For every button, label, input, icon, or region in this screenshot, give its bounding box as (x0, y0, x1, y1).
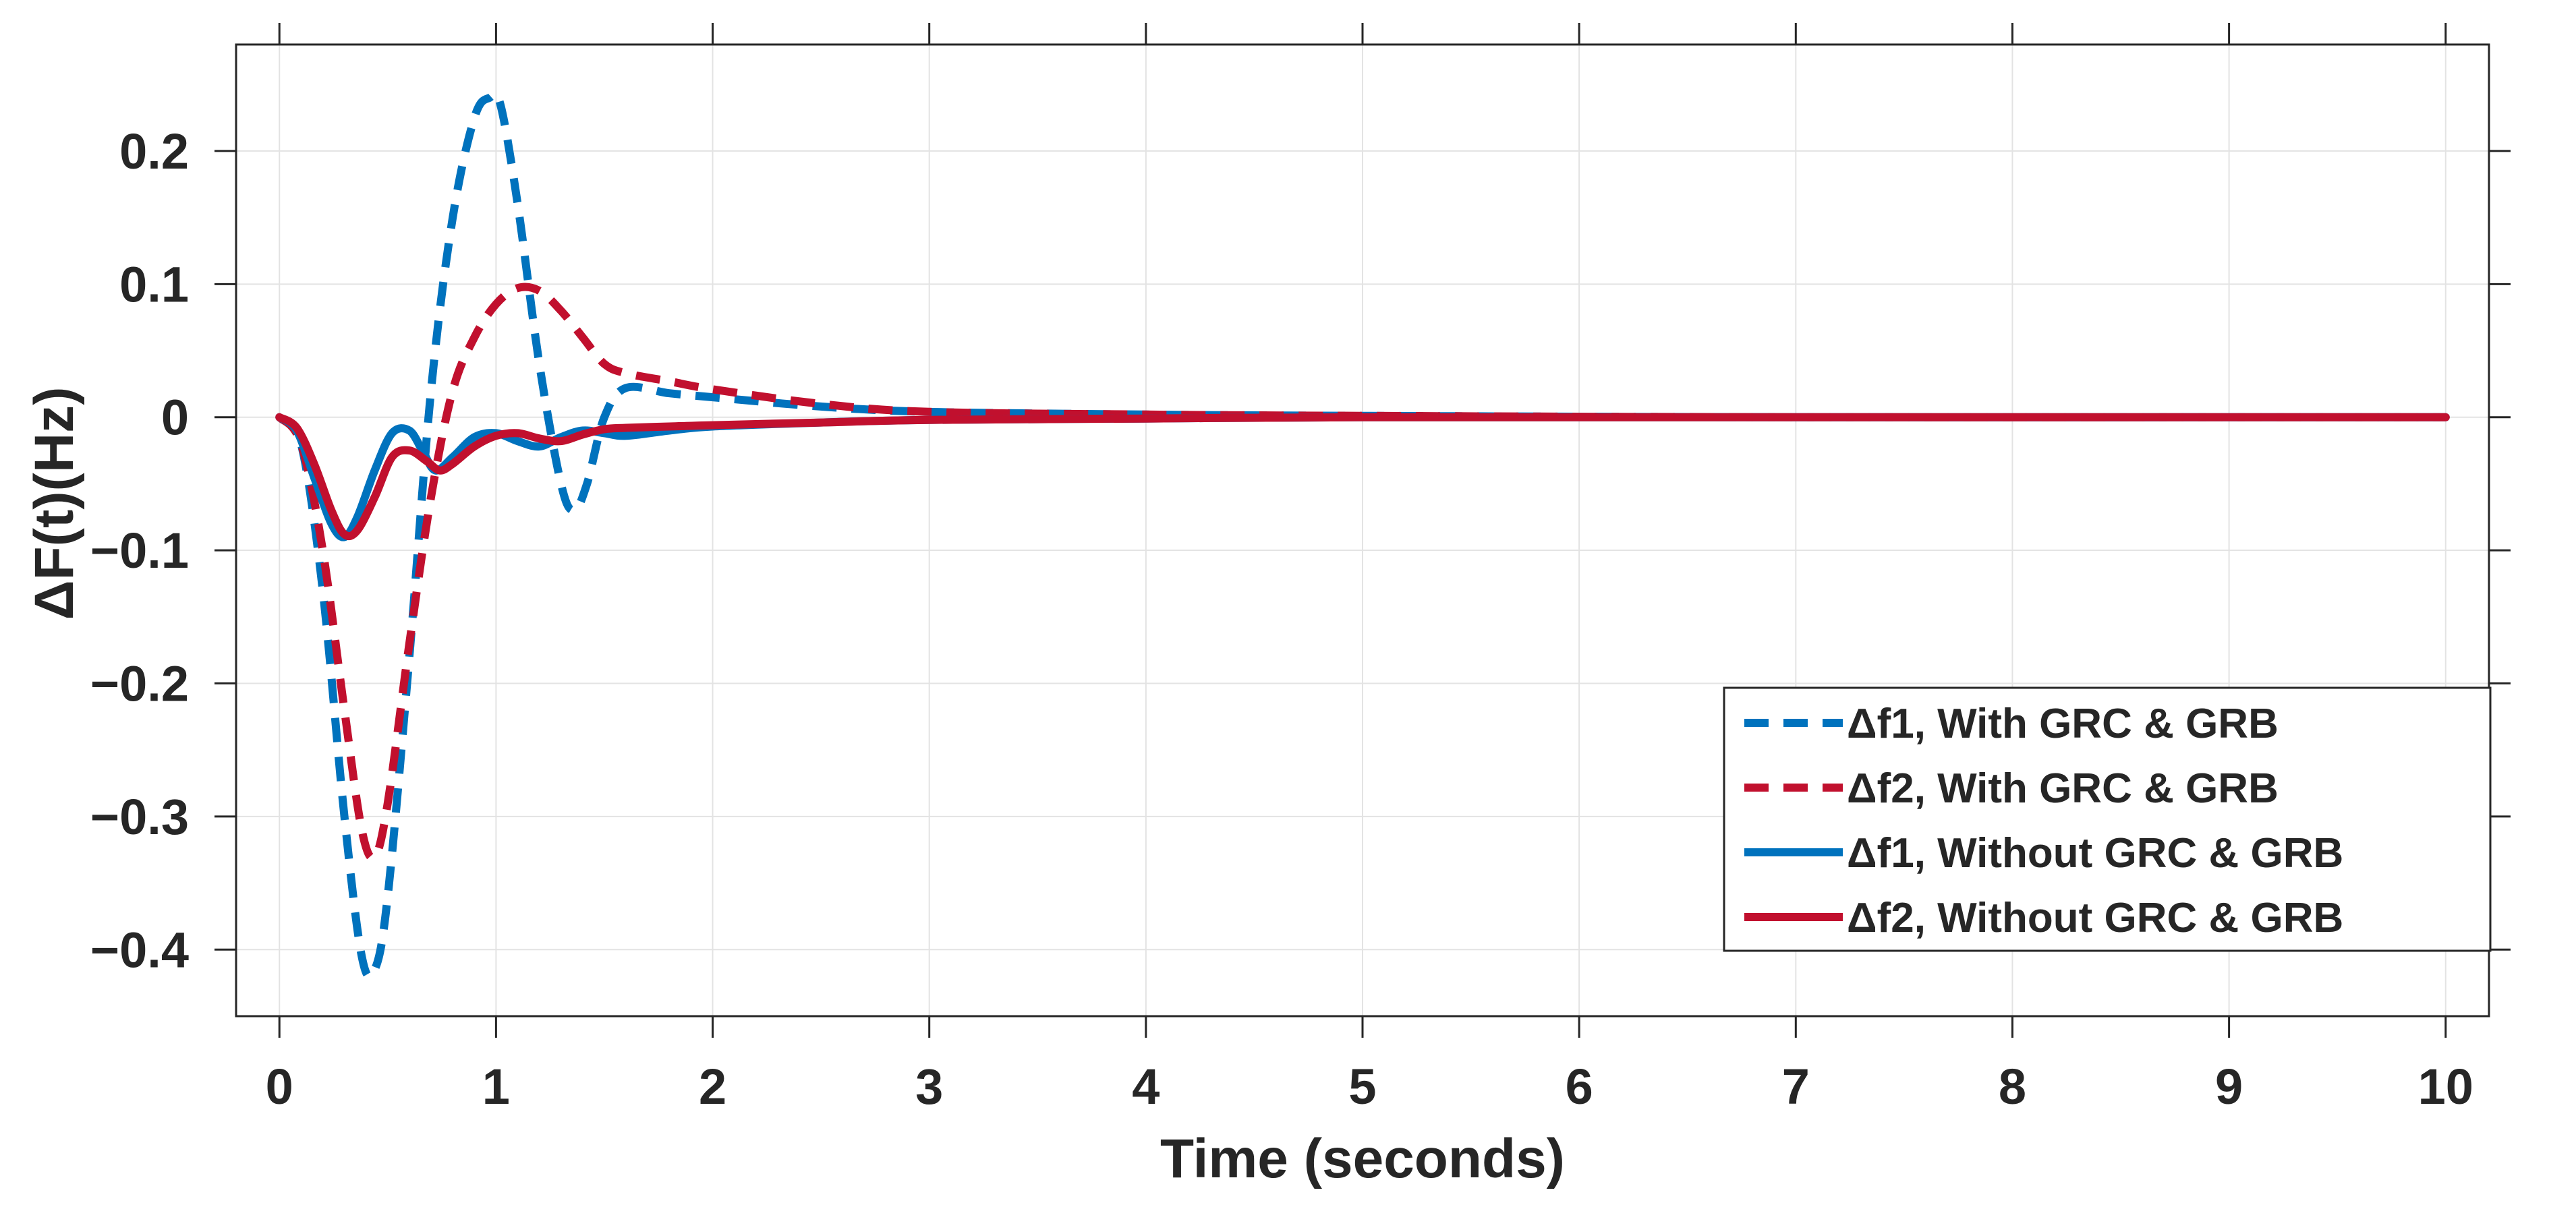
x-axis-title: Time (seconds) (1160, 1128, 1565, 1189)
legend-label: Δf1, With GRC & GRB (1847, 701, 2279, 747)
legend-item: Δf2, Without GRC & GRB (1744, 895, 2343, 941)
legend-item: Δf2, With GRC & GRB (1744, 765, 2279, 812)
x-tick-label: 7 (1782, 1059, 1810, 1115)
x-tick-label: 5 (1348, 1059, 1376, 1115)
series-line-f1-with-grc-grb (276, 89, 2446, 981)
y-tick-label: 0.1 (119, 256, 189, 312)
y-tick-labels: −0.4 −0.3 −0.2 −0.1 0 0.1 0.2 (90, 123, 189, 978)
legend-item: Δf1, Without GRC & GRB (1744, 830, 2343, 877)
x-tick-label: 9 (2215, 1059, 2243, 1115)
legend-box (1723, 686, 2492, 952)
series-line-f2-without-grc-grb (275, 413, 2450, 541)
x-tick-label: 8 (1999, 1059, 2026, 1115)
y-tick-label: −0.2 (90, 656, 189, 712)
axis-ticks (214, 23, 2511, 1038)
y-tick-label: −0.1 (90, 523, 189, 579)
x-tick-label: 0 (266, 1059, 293, 1115)
y-tick-label: −0.3 (90, 789, 189, 845)
x-tick-label: 10 (2418, 1059, 2473, 1115)
legend-label: Δf2, Without GRC & GRB (1847, 895, 2343, 941)
legend-item: Δf1, With GRC & GRB (1744, 701, 2279, 747)
x-tick-label: 2 (699, 1059, 726, 1115)
legend-label: Δf2, With GRC & GRB (1847, 765, 2279, 812)
series-lines (275, 89, 2450, 981)
y-tick-label: −0.4 (90, 922, 189, 978)
y-tick-label: 0.2 (119, 123, 189, 179)
series-line-f2-with-grc-grb (276, 283, 2446, 862)
x-tick-label: 4 (1132, 1059, 1160, 1115)
y-tick-label: 0 (161, 390, 189, 446)
legend-label: Δf1, Without GRC & GRB (1847, 830, 2343, 877)
x-tick-labels: 0 1 2 3 4 5 6 7 8 9 10 (266, 1059, 2473, 1115)
x-tick-label: 1 (482, 1059, 510, 1115)
legend-items: Δf1, With GRC & GRB Δf2, With GRC & GRB Δf… (1744, 701, 2343, 941)
plot-frame (235, 43, 2490, 1018)
y-axis-title: ΔF(t)(Hz) (24, 387, 85, 620)
x-tick-label: 6 (1566, 1059, 1593, 1115)
legend: Δf1, With GRC & GRB Δf2, With GRC & GRB Δf… (1723, 686, 2492, 952)
x-tick-label: 3 (915, 1059, 943, 1115)
